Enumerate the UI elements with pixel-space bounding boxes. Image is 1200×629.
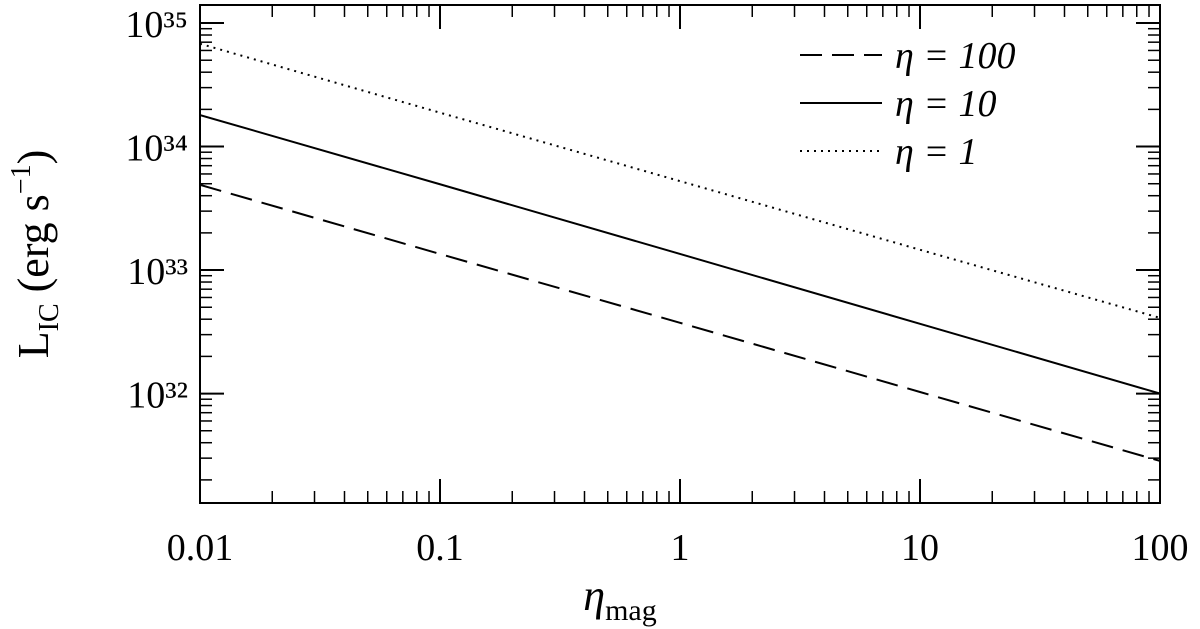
x-label-sub: mag: [605, 594, 657, 627]
legend-label: η = 10: [895, 83, 997, 125]
series-line: [200, 183, 1160, 462]
x-label-main: η: [583, 571, 605, 620]
x-axis-label: ηmag: [583, 571, 656, 627]
x-tick-label: 100: [1132, 527, 1189, 569]
x-tick-label: 0.1: [416, 527, 464, 569]
y-tick-label: 10³²: [127, 375, 188, 417]
y-label-end: ): [9, 150, 58, 165]
legend-label: η = 100: [895, 35, 1016, 77]
y-axis-label: LIC (erg s−1): [6, 150, 65, 359]
y-label-sup: −1: [6, 164, 37, 194]
x-tick-label: 1: [671, 527, 690, 569]
y-label-unit: (erg s: [9, 194, 58, 303]
y-label-sub: IC: [34, 303, 65, 331]
x-tick-label: 0.01: [167, 527, 234, 569]
y-label-main: L: [9, 331, 58, 358]
series-line: [200, 42, 1160, 319]
y-tick-label: 10³⁴: [125, 128, 188, 170]
x-tick-label: 10: [901, 527, 939, 569]
y-tick-label: 10³⁵: [125, 4, 188, 46]
y-tick-label: 10³³: [127, 251, 188, 293]
legend-label: η = 1: [895, 131, 978, 173]
series-line: [200, 114, 1160, 395]
